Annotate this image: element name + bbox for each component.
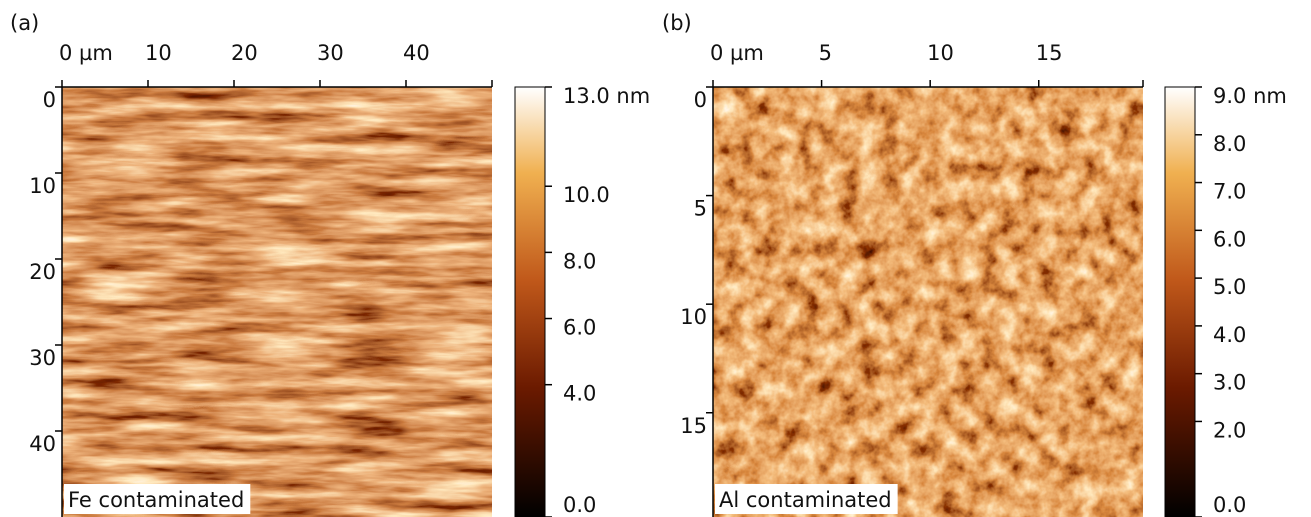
y-tick-label: 20 [29,260,56,284]
panel-label: (a) [10,11,39,35]
colorbar-tick-label: 9.0 nm [1213,84,1287,108]
x-tick-label: 30 [317,41,344,65]
x-tick-label: 5 [819,41,832,65]
colorbar-tick-label: 2.0 [1213,418,1246,442]
y-tick-label: 0 [43,88,56,112]
y-tick-label: 15 [680,414,707,438]
colorbar-tick-label: 0.0 [563,493,596,517]
afm-image [62,87,492,517]
y-tick-label: 10 [680,305,707,329]
x-tick-label: 40 [403,41,430,65]
colorbar-tick-label: 8.0 [563,249,596,273]
colorbar-tick-label: 5.0 [1213,275,1246,299]
colorbar-tick-label: 8.0 [1213,132,1246,156]
y-tick-label: 0 [694,88,707,112]
x-tick-label: 10 [145,41,172,65]
x-tick-label: 0 µm [59,41,113,65]
colorbar-tick-label: 13.0 nm [563,84,650,108]
x-tick-label: 10 [927,41,954,65]
panel-label: (b) [662,11,692,35]
afm-image [713,87,1143,517]
colorbar-tick-label: 0.0 [1213,493,1246,517]
colorbar-tick-label: 7.0 [1213,180,1246,204]
annotation-box [715,484,898,514]
colorbar [514,86,546,517]
colorbar-tick-label: 6.0 [1213,227,1246,251]
colorbar-tick-label: 4.0 [1213,323,1246,347]
x-tick-label: 0 µm [710,41,764,65]
x-tick-label: 20 [231,41,258,65]
y-tick-label: 5 [694,197,707,221]
colorbar [1164,86,1196,517]
x-tick-label: 15 [1036,41,1063,65]
colorbar-tick-label: 3.0 [1213,371,1246,395]
y-tick-label: 30 [29,346,56,370]
colorbar-tick-label: 10.0 [563,183,610,207]
y-tick-label: 40 [29,432,56,456]
annotation: Fe contaminated [68,488,244,512]
y-tick-label: 10 [29,174,56,198]
colorbar-tick-label: 4.0 [563,382,596,406]
annotation: Al contaminated [719,488,892,512]
colorbar-tick-label: 6.0 [563,316,596,340]
annotation-box [64,484,251,514]
